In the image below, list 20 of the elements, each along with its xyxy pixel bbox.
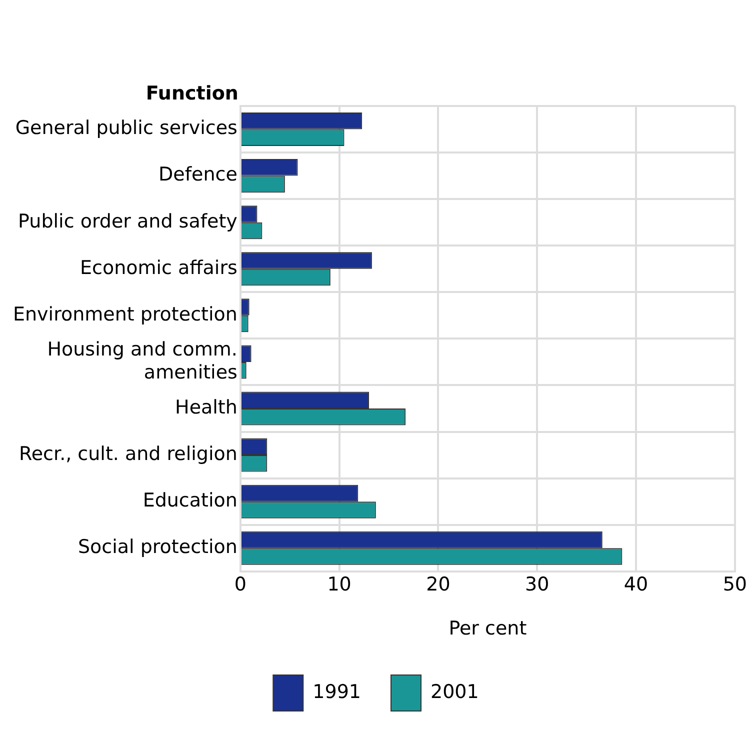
y-tick-label: Social protection (78, 536, 238, 558)
y-tick-label: Health (175, 396, 238, 418)
legend-label: 1991 (312, 680, 362, 703)
y-tick-label: Public order and safety (18, 210, 238, 232)
y-tick-label: Environment protection (12, 303, 238, 326)
x-tick-label: 30 (525, 574, 550, 596)
x-tick-label: 10 (327, 574, 352, 596)
x-tick-label: 40 (624, 574, 648, 596)
x-tick-label: 20 (426, 574, 450, 596)
y-tick-label: General public services (15, 117, 238, 140)
x-tick-label: 0 (234, 574, 246, 596)
legend-label: 2001 (430, 680, 479, 703)
x-axis-title: Per cent (448, 618, 527, 640)
y-tick-label: Recr., cult. and religion (19, 442, 238, 465)
y-tick-label: Defence (158, 164, 238, 186)
x-tick-label: 50 (722, 574, 748, 596)
y-tick-label: Economic affairs (80, 256, 238, 279)
y-axis-title: Function (146, 82, 238, 104)
y-tick-label: Education (142, 490, 238, 512)
y-tick-label: Housing and comm. amenities (47, 338, 238, 384)
